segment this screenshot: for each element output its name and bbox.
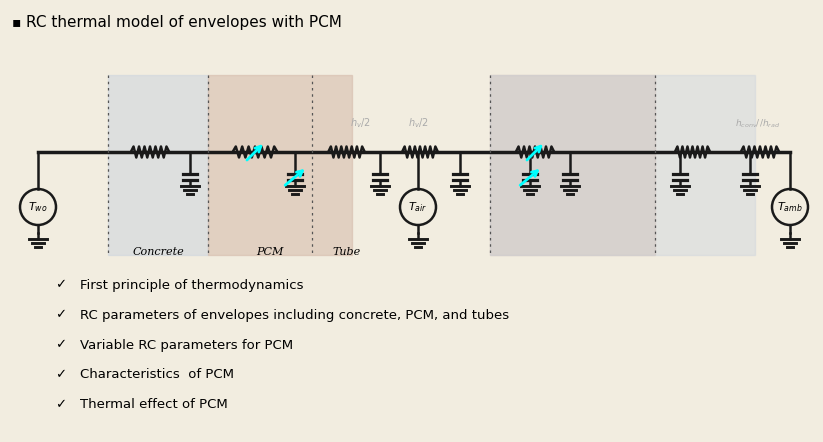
Text: $h_{conv}//h_{rad}$: $h_{conv}//h_{rad}$ — [736, 118, 781, 130]
Text: $h_v/2$: $h_v/2$ — [407, 116, 428, 130]
Text: Characteristics  of PCM: Characteristics of PCM — [80, 369, 234, 381]
Text: Variable RC parameters for PCM: Variable RC parameters for PCM — [80, 339, 293, 351]
Text: ✓: ✓ — [55, 309, 66, 321]
Text: RC parameters of envelopes including concrete, PCM, and tubes: RC parameters of envelopes including con… — [80, 309, 509, 321]
Text: PCM: PCM — [256, 247, 284, 257]
Text: $T_{amb}$: $T_{amb}$ — [777, 200, 803, 214]
Bar — [490, 75, 755, 255]
Bar — [208, 75, 352, 255]
Text: $h_v/2$: $h_v/2$ — [350, 116, 370, 130]
Text: ✓: ✓ — [55, 278, 66, 292]
Text: ✓: ✓ — [55, 369, 66, 381]
Bar — [490, 75, 655, 255]
Text: Concrete: Concrete — [133, 247, 184, 257]
Text: RC thermal model of envelopes with PCM: RC thermal model of envelopes with PCM — [26, 15, 342, 30]
Text: Thermal effect of PCM: Thermal effect of PCM — [80, 399, 228, 412]
Text: Tube: Tube — [332, 247, 360, 257]
Text: $T_{wo}$: $T_{wo}$ — [28, 200, 48, 214]
Text: ✓: ✓ — [55, 339, 66, 351]
Text: First principle of thermodynamics: First principle of thermodynamics — [80, 278, 304, 292]
Text: $T_{air}$: $T_{air}$ — [408, 200, 428, 214]
Bar — [108, 75, 208, 255]
Text: ✓: ✓ — [55, 399, 66, 412]
Text: ▪: ▪ — [12, 15, 21, 29]
